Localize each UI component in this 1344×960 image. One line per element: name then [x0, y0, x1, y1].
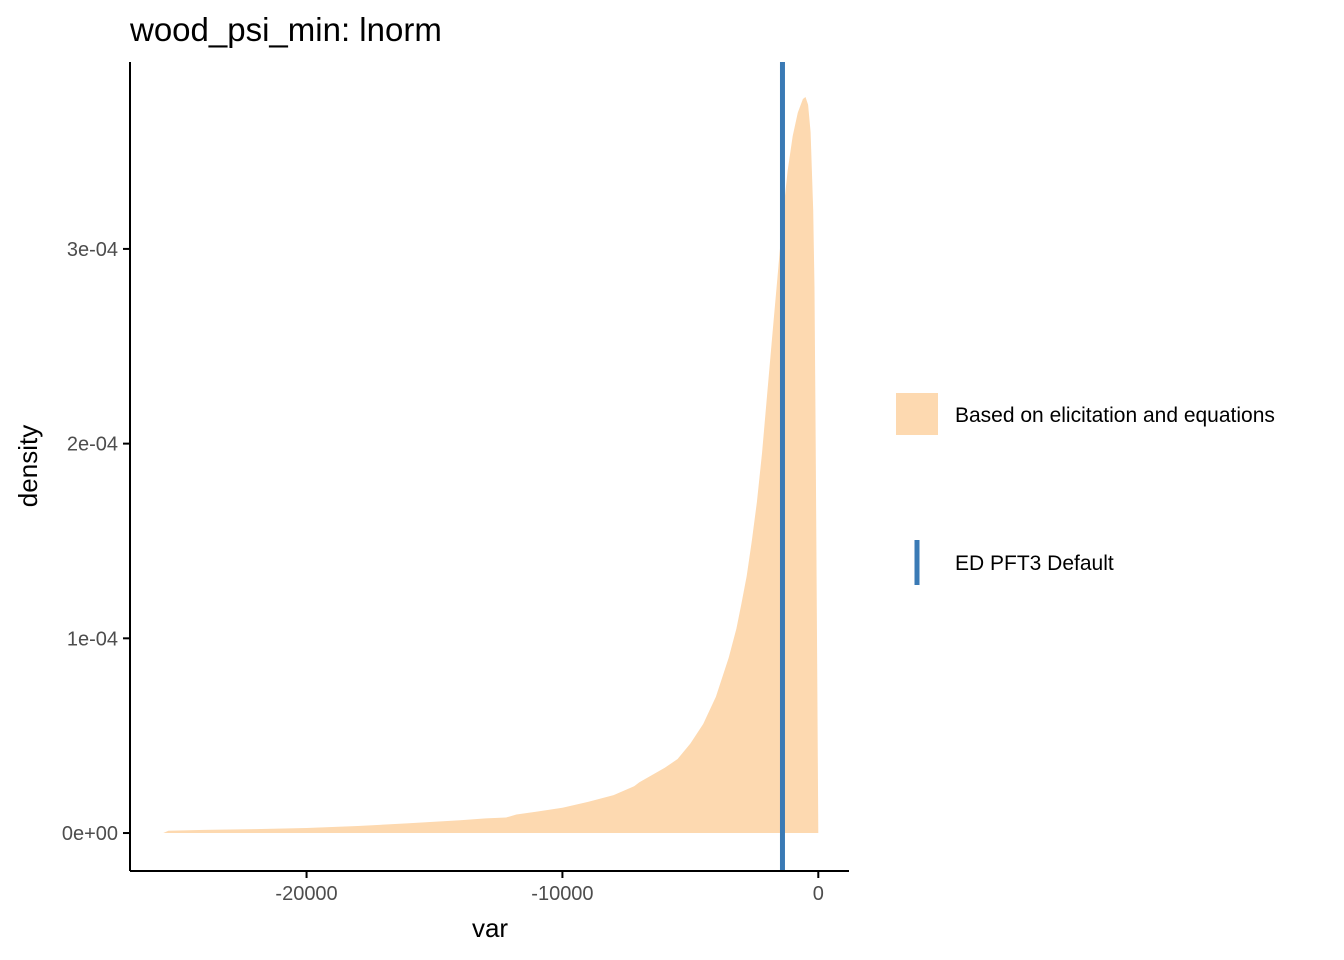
legend-key-area [896, 393, 938, 435]
y-axis-title: density [13, 425, 43, 507]
legend-label-area: Based on elicitation and equations [955, 404, 1275, 427]
x-tick-label: -10000 [531, 883, 593, 905]
y-tick-label: 0e+00 [62, 823, 118, 845]
y-tick-label: 3e-04 [67, 239, 118, 261]
y-axis-ticks: 0e+00 1e-04 2e-04 3e-04 [62, 239, 130, 845]
y-tick-label: 2e-04 [67, 434, 118, 456]
legend: Based on elicitation and equations ED PF… [896, 393, 1275, 585]
x-axis-title: var [472, 913, 508, 943]
plot-panel [163, 62, 819, 871]
chart-title: wood_psi_min: lnorm [129, 11, 442, 48]
density-area [163, 97, 819, 833]
x-axis-ticks: -20000 -10000 0 [275, 871, 824, 905]
legend-label-line: ED PFT3 Default [955, 552, 1114, 575]
y-tick-label: 1e-04 [67, 628, 118, 650]
x-tick-label: 0 [813, 883, 824, 905]
x-tick-label: -20000 [275, 883, 337, 905]
